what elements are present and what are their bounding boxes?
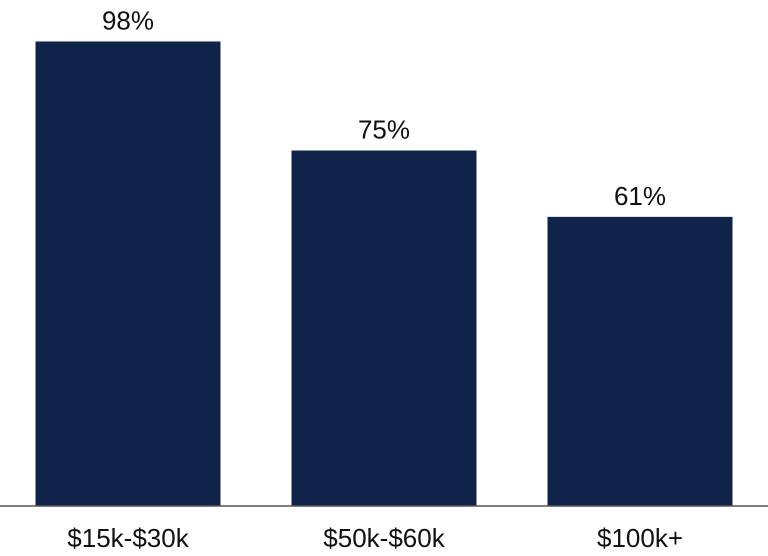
data-label-0: 98% bbox=[102, 5, 154, 35]
bar-1 bbox=[291, 150, 477, 506]
x-tick-labels-group: $15k-$30k $50k-$60k $100k+ bbox=[67, 523, 683, 553]
bar-0 bbox=[35, 41, 221, 506]
x-tick-label-0: $15k-$30k bbox=[67, 523, 189, 553]
x-tick-label-2: $100k+ bbox=[597, 523, 683, 553]
data-label-2: 61% bbox=[614, 181, 666, 211]
data-label-1: 75% bbox=[358, 115, 410, 145]
x-tick-label-1: $50k-$60k bbox=[323, 523, 445, 553]
bars-group bbox=[35, 41, 733, 507]
bar-2 bbox=[547, 216, 733, 507]
data-labels-group: 98% 75% 61% bbox=[102, 5, 666, 210]
